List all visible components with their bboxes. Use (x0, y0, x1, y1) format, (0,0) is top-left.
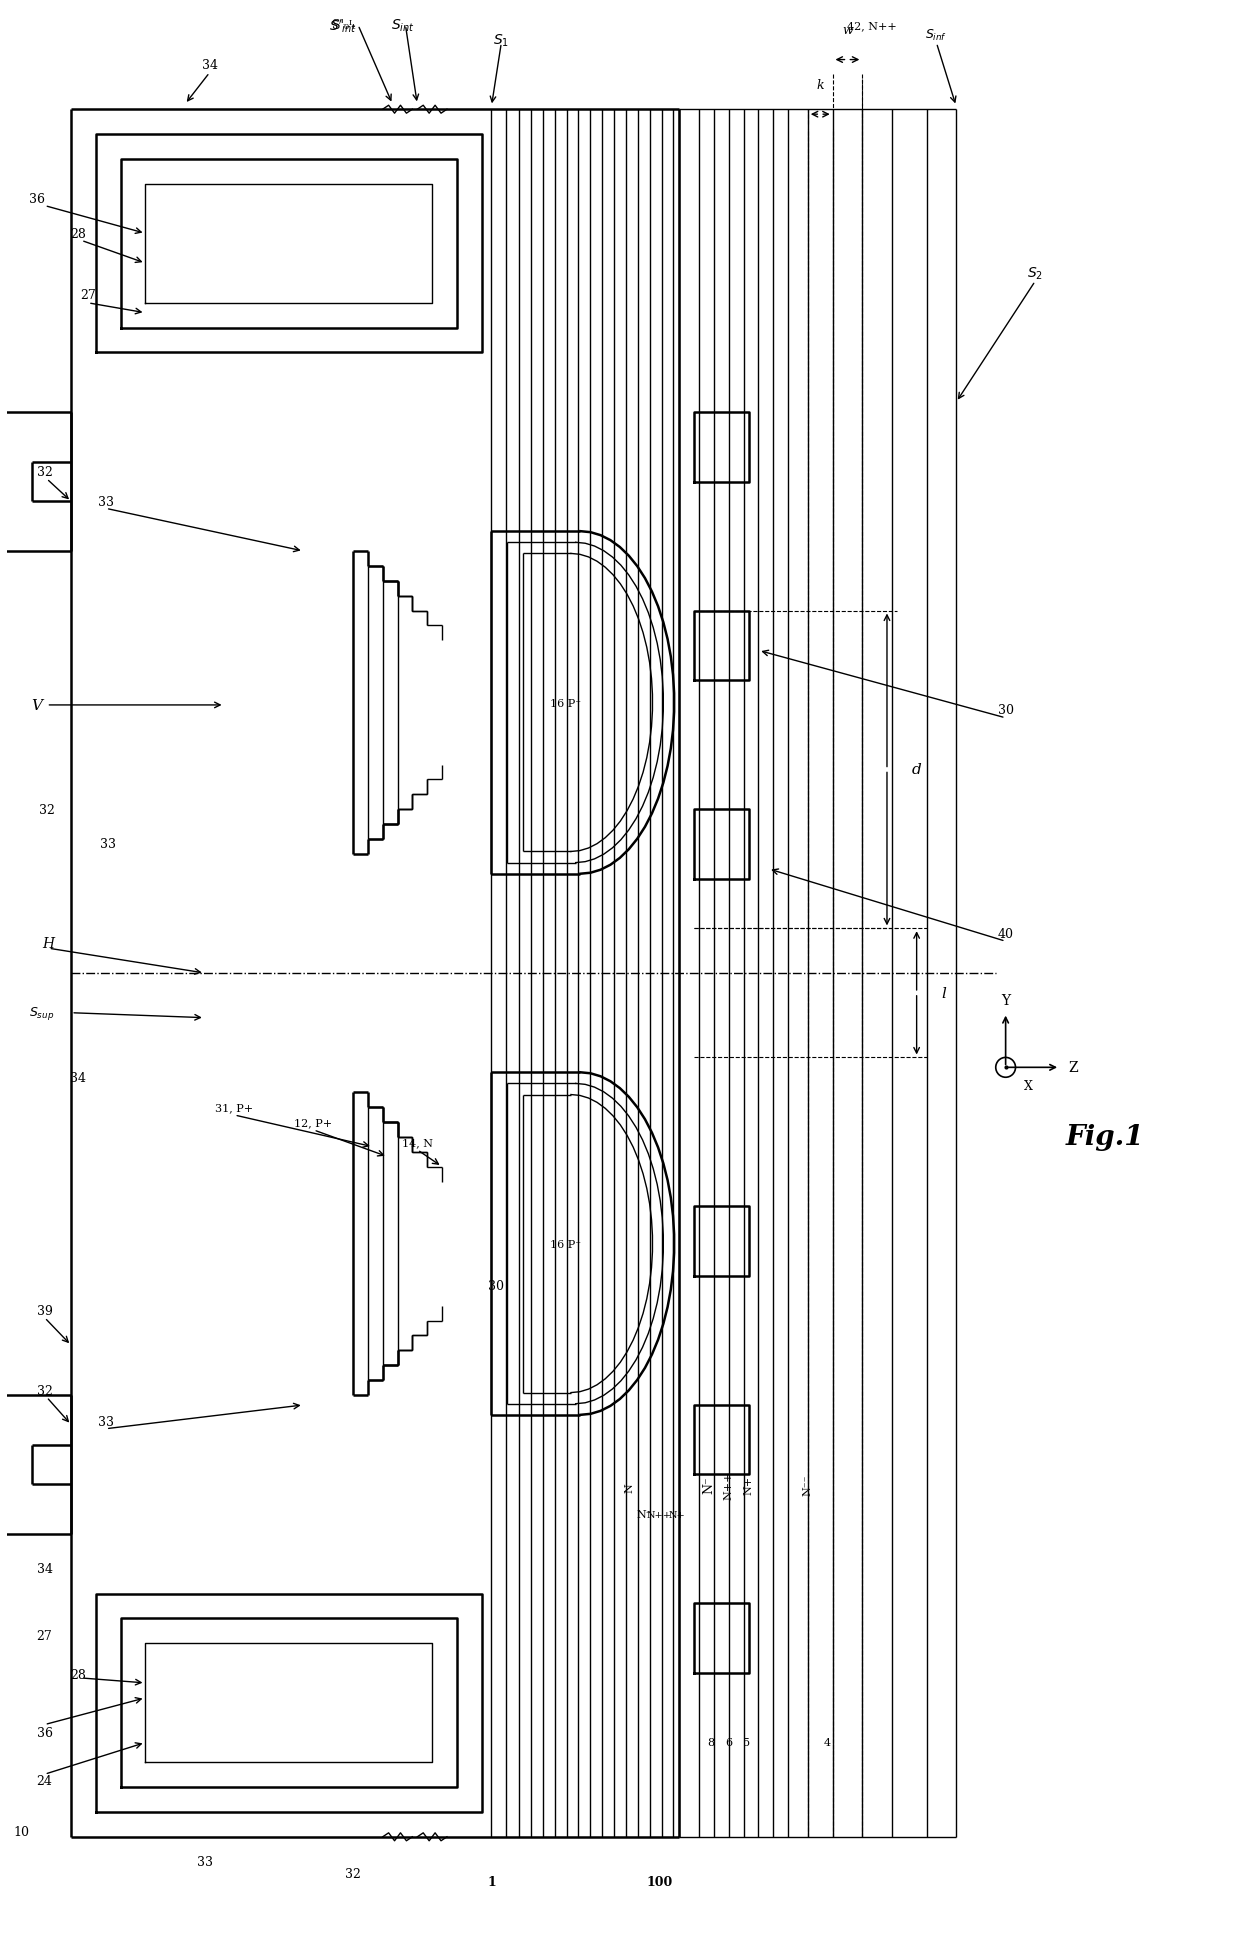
Text: 40: 40 (998, 927, 1013, 941)
Text: $S'_{int}$: $S'_{int}$ (329, 18, 357, 35)
Text: X: X (1023, 1079, 1033, 1093)
Text: $S_{sup}$: $S_{sup}$ (29, 1005, 55, 1021)
Text: Y: Y (1001, 993, 1011, 1007)
Text: Z: Z (1068, 1062, 1078, 1075)
Text: 33: 33 (99, 838, 115, 851)
Text: N++: N++ (647, 1510, 672, 1519)
Text: $S_1$: $S_1$ (494, 33, 510, 49)
Text: w: w (842, 23, 853, 37)
Text: 36: 36 (36, 1726, 52, 1740)
Text: H: H (42, 937, 55, 951)
Circle shape (996, 1058, 1016, 1077)
Text: 28: 28 (71, 228, 86, 242)
Text: l: l (941, 986, 946, 1001)
Text: 10: 10 (14, 1825, 30, 1839)
Text: 27: 27 (81, 288, 95, 302)
Text: 32: 32 (37, 466, 52, 479)
Text: Fig.1: Fig.1 (1065, 1124, 1143, 1151)
Text: 42, N++: 42, N++ (847, 21, 897, 31)
Text: 14, N: 14, N (402, 1138, 433, 1147)
Text: 12, P+: 12, P+ (294, 1118, 332, 1128)
Text: 16 P⁻: 16 P⁻ (551, 699, 582, 709)
Text: V: V (31, 699, 42, 713)
Text: N⁻⁻: N⁻⁻ (802, 1475, 813, 1496)
Text: N⁻: N⁻ (625, 1477, 635, 1492)
Text: 1: 1 (487, 1876, 496, 1888)
Text: 36: 36 (29, 193, 45, 206)
Text: 32: 32 (37, 1383, 52, 1397)
Text: 33: 33 (98, 495, 114, 508)
Text: 27: 27 (37, 1629, 52, 1642)
Text: 33: 33 (197, 1854, 213, 1868)
Text: 30: 30 (998, 703, 1013, 717)
Text: 4: 4 (825, 1738, 831, 1747)
Text: 8: 8 (707, 1738, 714, 1747)
Text: 30: 30 (489, 1280, 505, 1293)
Text: 28: 28 (71, 1669, 86, 1681)
Text: $S_{inf}$: $S_{inf}$ (925, 27, 947, 43)
Text: 31, P+: 31, P+ (216, 1103, 253, 1112)
Text: k: k (816, 78, 825, 92)
Text: 34: 34 (36, 1562, 52, 1576)
Text: $S_{int}$: $S_{int}$ (391, 18, 414, 33)
Text: 24: 24 (37, 1775, 52, 1786)
Text: 34: 34 (71, 1071, 86, 1085)
Text: 32: 32 (38, 803, 55, 816)
Text: 5: 5 (743, 1738, 750, 1747)
Text: S'₀ᴵₜ: S'₀ᴵₜ (331, 19, 355, 33)
Text: 39: 39 (37, 1305, 52, 1317)
Text: N⁻: N⁻ (637, 1510, 652, 1519)
Text: 32: 32 (345, 1866, 361, 1880)
Text: N+: N+ (744, 1475, 754, 1494)
Text: 100: 100 (646, 1876, 672, 1888)
Text: $S_2$: $S_2$ (1027, 265, 1043, 282)
Text: N+: N+ (668, 1510, 686, 1519)
Text: N++: N++ (724, 1471, 734, 1498)
Text: 34: 34 (202, 58, 218, 72)
Text: 16 P⁻: 16 P⁻ (551, 1239, 582, 1249)
Text: d: d (911, 764, 921, 777)
Text: 33: 33 (98, 1416, 114, 1428)
Text: 6: 6 (725, 1738, 733, 1747)
Text: N⁻: N⁻ (703, 1477, 715, 1494)
